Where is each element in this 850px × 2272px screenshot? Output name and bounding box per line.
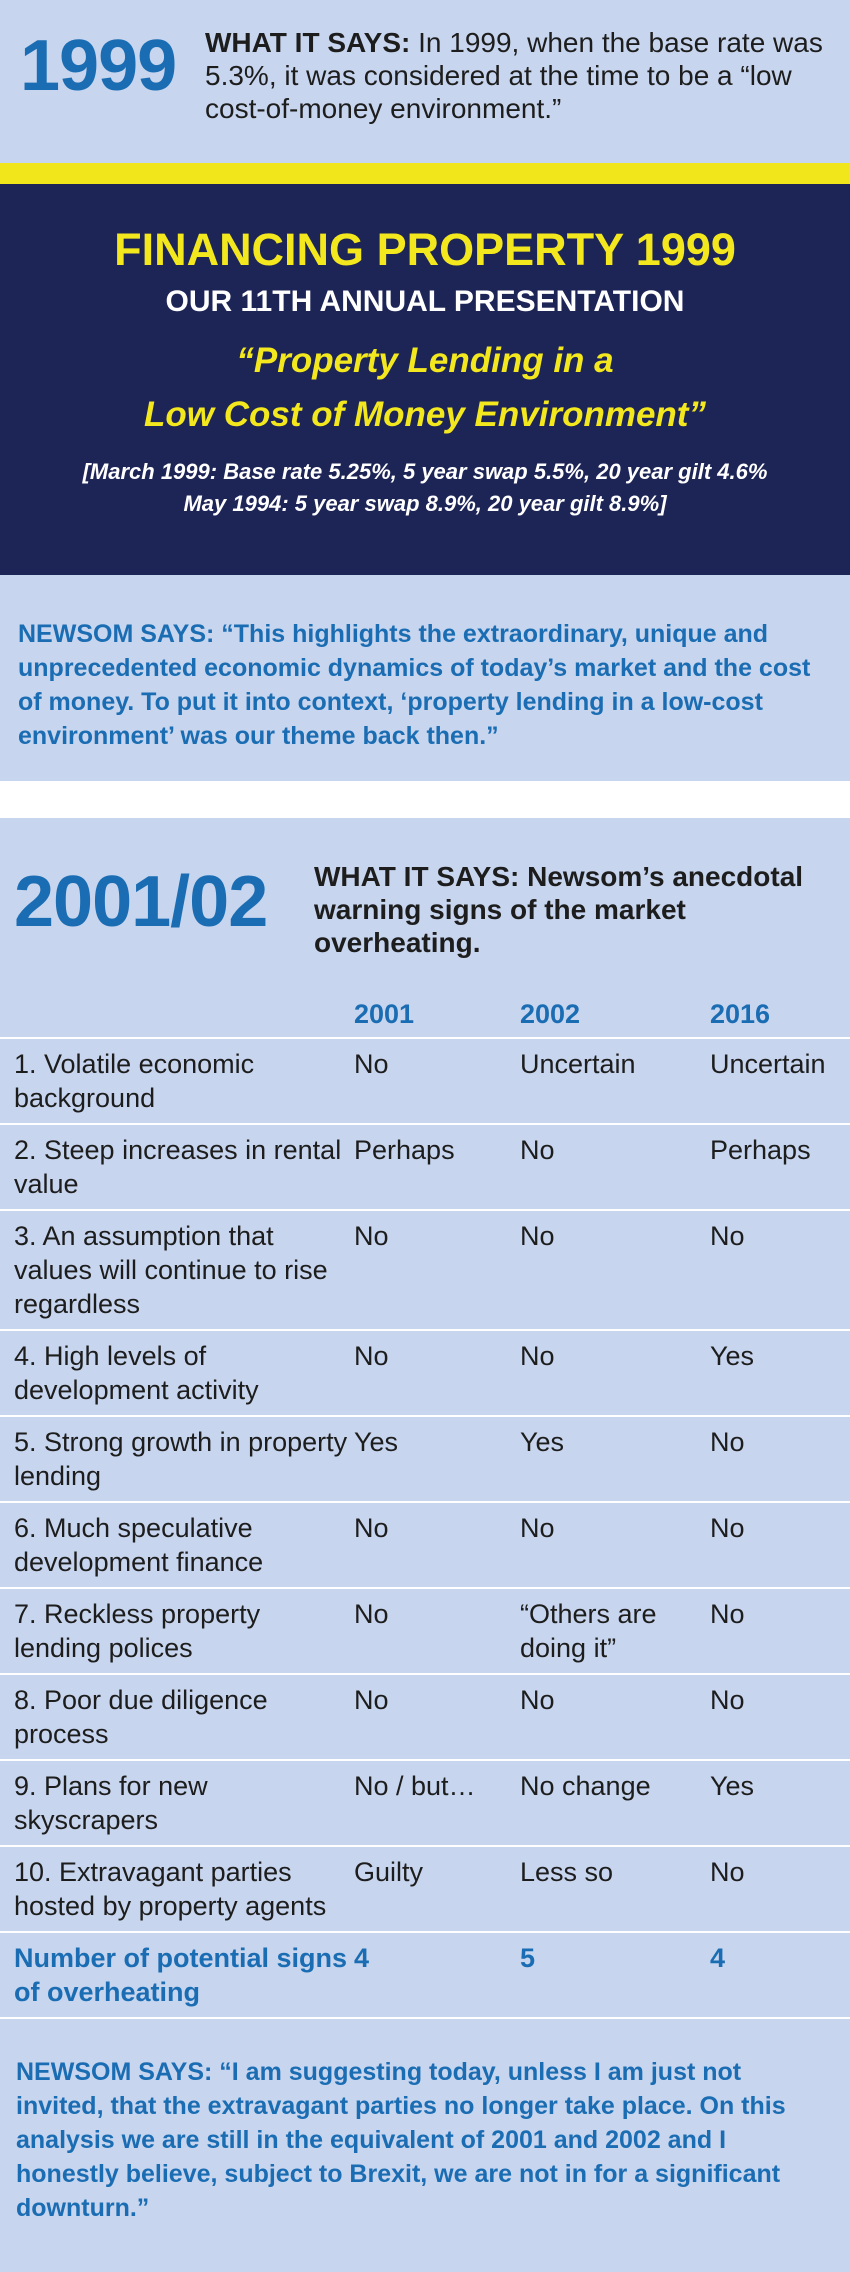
text: “I am suggesting today, unless I am just… <box>16 2058 786 2222</box>
row-label: 5. Strong growth in property lending <box>0 1415 354 1502</box>
slide-subtitle: OUR 11TH ANNUAL PRESENTATION <box>165 285 685 318</box>
divider <box>0 163 850 184</box>
year: 1999 <box>20 26 177 106</box>
column-header: 2001 <box>354 999 415 1029</box>
table-row: 6. Much speculative development finance N… <box>0 1501 850 1588</box>
cell: 4 <box>710 1931 850 2019</box>
blank <box>0 997 354 1038</box>
gap <box>0 781 850 818</box>
label: NEWSOM SAYS: <box>16 2058 213 2086</box>
quote: NEWSOM SAYS: “I am suggesting today, unl… <box>16 2055 834 2225</box>
row-label: 10. Extravagant parties hosted by proper… <box>0 1845 354 1932</box>
row-label: 2. Steep increases in rental value <box>0 1123 354 1210</box>
cell: 4 <box>354 1931 520 2019</box>
quote: NEWSOM SAYS: “This highlights the extrao… <box>18 617 832 753</box>
row-label: 1. Volatile economic background <box>0 1037 354 1124</box>
signs-table: 2001 2002 2016 1. Volatile economic backgr… <box>0 997 850 2019</box>
cell: Perhaps <box>710 1123 850 1210</box>
total-row: Number of potential signs of overheating… <box>0 1931 850 2019</box>
cell: No <box>710 1415 850 1502</box>
cell: No <box>710 1209 850 1330</box>
cell: No <box>354 1329 520 1416</box>
cell: No <box>520 1209 710 1330</box>
table-row: 9. Plans for new skyscrapers No / but… No … <box>0 1759 850 1846</box>
table-row: 7. Reckless property lending polices No “O… <box>0 1587 850 1674</box>
cell: No <box>354 1501 520 1588</box>
cell: Uncertain <box>710 1037 850 1124</box>
cell: 5 <box>520 1931 710 2019</box>
cell: No <box>354 1587 520 1674</box>
row-label: 6. Much speculative development finance <box>0 1501 354 1588</box>
slide-theme: Low Cost of Money Environment” <box>144 395 706 434</box>
cell: Yes <box>520 1415 710 1502</box>
row-label: 9. Plans for new skyscrapers <box>0 1759 354 1846</box>
slide-theme: “Property Lending in a <box>236 341 614 380</box>
cell: No <box>520 1673 710 1760</box>
table-row: 10. Extravagant parties hosted by proper… <box>0 1845 850 1932</box>
year: 2001/02 <box>14 862 268 942</box>
newsom-says: NEWSOM SAYS: “I am suggesting today, unl… <box>0 2019 850 2225</box>
label: WHAT IT SAYS: <box>314 861 520 892</box>
cell: Yes <box>354 1415 520 1502</box>
cell: No <box>354 1673 520 1760</box>
table-row: 1. Volatile economic background No Uncerta… <box>0 1037 850 1124</box>
cell: Yes <box>710 1329 850 1416</box>
column-header: 2016 <box>710 999 771 1029</box>
cell: No change <box>520 1759 710 1846</box>
table-row: 3. An assumption that values will contin… <box>0 1209 850 1330</box>
cell: Less so <box>520 1845 710 1932</box>
column-header: 2002 <box>520 999 581 1029</box>
cell: Guilty <box>354 1845 520 1932</box>
cell: No <box>520 1123 710 1210</box>
table-row: 2. Steep increases in rental value Perhap… <box>0 1123 850 1210</box>
slide: FINANCING PROPERTY 1999 OUR 11TH ANNUAL … <box>0 184 850 575</box>
text: “This highlights the extraordinary, uniq… <box>18 620 811 750</box>
table-row: 4. High levels of development activity No… <box>0 1329 850 1416</box>
cell: No <box>710 1845 850 1932</box>
cell: No <box>520 1329 710 1416</box>
cell: Perhaps <box>354 1123 520 1210</box>
slide-note: May 1994: 5 year swap 8.9%, 20 year gilt… <box>183 491 667 516</box>
header-1999: 1999 WHAT IT SAYS: In 1999, when the bas… <box>0 0 850 163</box>
cell: No <box>710 1587 850 1674</box>
section-2001: 2001/02 WHAT IT SAYS: Newsom’s anecdotal… <box>0 818 850 2272</box>
row-label: 7. Reckless property lending polices <box>0 1587 354 1674</box>
cell: No <box>354 1037 520 1124</box>
text: In 1999, when the base rate was 5.3%, it… <box>205 27 823 124</box>
header-2001: 2001/02 WHAT IT SAYS: Newsom’s anecdotal… <box>0 818 850 997</box>
row-label: 4. High levels of development activity <box>0 1329 354 1416</box>
label: NEWSOM SAYS: <box>18 620 215 648</box>
slide-note: [March 1999: Base rate 5.25%, 5 year swa… <box>82 459 768 484</box>
cell: “Others are doing it” <box>520 1587 710 1674</box>
slide-title: FINANCING PROPERTY 1999 <box>114 224 736 275</box>
text: Newsom’s anecdotal warning signs of the … <box>314 861 804 958</box>
cell: Yes <box>710 1759 850 1846</box>
cell: No <box>354 1209 520 1330</box>
label: WHAT IT SAYS: <box>205 27 411 58</box>
table-row: 8. Poor due diligence process No No No <box>0 1673 850 1760</box>
what-it-says: WHAT IT SAYS: In 1999, when the base rat… <box>205 26 830 125</box>
newsom-says: NEWSOM SAYS: “This highlights the extrao… <box>0 575 850 781</box>
cell: No <box>520 1501 710 1588</box>
row-label: 3. An assumption that values will contin… <box>0 1209 354 1330</box>
table-row: 5. Strong growth in property lending Yes Y… <box>0 1415 850 1502</box>
cell: Uncertain <box>520 1037 710 1124</box>
what-it-says: WHAT IT SAYS: Newsom’s anecdotal warning… <box>314 860 836 959</box>
row-label: 8. Poor due diligence process <box>0 1673 354 1760</box>
cell: No <box>710 1501 850 1588</box>
table-header: 2001 2002 2016 <box>0 997 850 1038</box>
cell: No / but… <box>354 1759 520 1846</box>
cell: No <box>710 1673 850 1760</box>
row-label: Number of potential signs of overheating <box>0 1931 354 2019</box>
